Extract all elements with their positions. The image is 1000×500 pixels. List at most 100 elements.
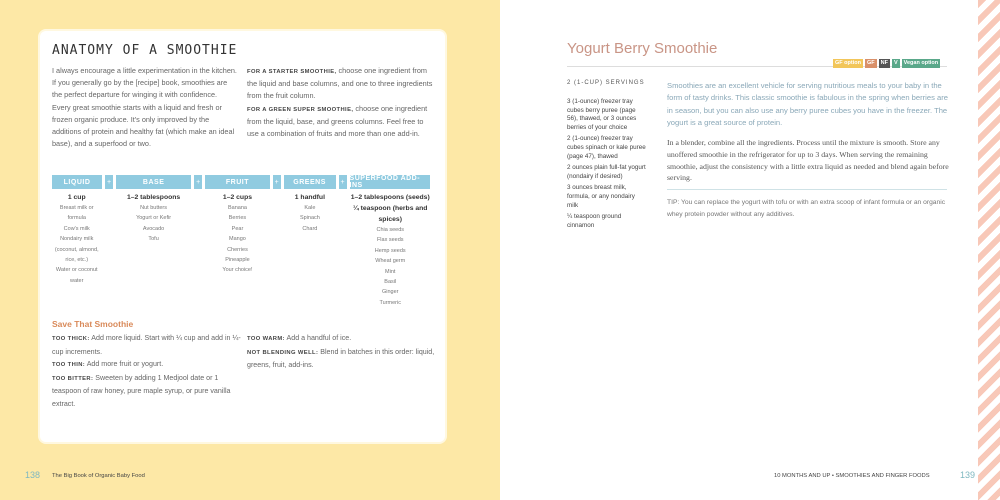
column-header: LIQUID	[52, 175, 103, 189]
table-column: 1–2 tablespoons Nut butters Yogurt or Kefi…	[104, 192, 190, 308]
title-divider	[567, 66, 947, 67]
starter-instructions: FOR A STARTER SMOOTHIE, choose one ingre…	[247, 65, 435, 140]
save-section: Save That Smoothie TOO THICK: Add more l…	[52, 319, 434, 408]
tip-text: Add more fruit or yogurt.	[85, 360, 164, 369]
table-cell: Mint	[385, 268, 396, 275]
starter-text: choose one ingredient from the liquid an…	[247, 66, 433, 101]
ingredients-list: 3 (1-ounce) freezer tray cubes berry pur…	[567, 98, 647, 233]
table-cell: Banana	[227, 205, 247, 211]
table-cell: Basil	[384, 279, 397, 286]
smoothie-table: LIQUID + BASE + FRUIT + GREENS + SUPERFOOD ADD-I…	[52, 175, 430, 308]
column-header: GREENS	[283, 175, 336, 189]
right-page: Yogurt Berry Smoothie GF option GF NF V Vega…	[500, 0, 1000, 500]
table-header: LIQUID + BASE + FRUIT + GREENS + SUPERFOOD ADD-I…	[52, 175, 430, 189]
ingredient: ¼ teaspoon ground cinnamon	[567, 213, 622, 229]
table-cell: Chia seeds	[376, 227, 405, 233]
column-header: FRUIT	[205, 175, 270, 189]
column-amount-2: ¼ teaspoon (herbs and spices)	[353, 205, 428, 223]
table-cell: Cow's milk	[63, 225, 90, 232]
recipe-title: Yogurt Berry Smoothie	[567, 40, 718, 57]
table-cell: Kale	[304, 205, 316, 211]
ingredient: 3 ounces breast milk, formula, or any no…	[567, 184, 635, 209]
column-header: SUPERFOOD ADD-INS	[349, 175, 430, 189]
page-number-right: 139	[960, 470, 976, 480]
intro-text: I always encourage a little experimentat…	[52, 66, 237, 149]
table-cell: Pear	[231, 225, 244, 232]
save-tips-left: TOO THICK: Add more liquid. Start with ¼…	[52, 332, 242, 411]
table-cell: Cherries	[227, 246, 248, 253]
save-tip: TOO WARM: Add a handful of ice.	[247, 332, 437, 346]
ingredient: 3 (1-ounce) freezer tray cubes berry pur…	[567, 98, 637, 131]
decorative-stripe	[978, 0, 1000, 500]
table-column: 1 cup Breast milk or formula Cow's milk Non…	[52, 192, 101, 308]
tip-label: TOO THIN:	[52, 362, 86, 369]
tip-label: TOO WARM:	[247, 336, 285, 342]
tip-label: TOO THICK:	[52, 336, 90, 342]
table-cell: Pineapple	[225, 257, 250, 264]
save-tip: NOT BLENDING WELL: Blend in batches in t…	[247, 346, 437, 372]
recipe-intro: Smoothies are an excellent vehicle for s…	[667, 81, 948, 127]
table-cell: Chard	[302, 225, 318, 232]
table-cell: Spinach	[299, 215, 320, 222]
ingredient: 2 ounces plain full-fat yogurt (nondairy…	[567, 164, 646, 180]
table-cell: Hemp seeds	[374, 247, 406, 254]
servings: 2 (1-CUP) SERVINGS	[567, 80, 645, 86]
running-head-right: 10 MONTHS AND UP • SMOOTHIES AND FINGER …	[774, 473, 930, 479]
table-cell: Your choice!	[222, 267, 253, 274]
tip-text: Add a handful of ice.	[284, 334, 352, 342]
column-amount: 1–2 cups	[222, 194, 253, 201]
table-cell: Berries	[228, 215, 247, 222]
ingredient: 2 (1-ounce) freezer tray cubes spinach o…	[567, 135, 646, 160]
tip-label: TOO BITTER:	[52, 375, 94, 382]
starter-label: FOR A STARTER SMOOTHIE,	[247, 69, 337, 75]
table-cell: Nondairy milk (coconut, almond, rice, et…	[54, 236, 99, 264]
plus-separator: +	[105, 175, 114, 189]
tip-text: Sweeten by adding 1 Medjool date or 1 te…	[52, 373, 231, 408]
column-amount: 1 handful	[294, 194, 325, 201]
table-cell: Yogurt or Kefir	[136, 215, 172, 222]
table-cell: Breast milk or formula	[59, 205, 94, 222]
recipe-method: In a blender, combine all the ingredient…	[667, 138, 949, 183]
save-tip: TOO THIN: Add more fruit or yogurt.	[52, 358, 242, 372]
green-text: choose one ingredient from the liquid, b…	[247, 103, 428, 139]
table-column: 1 handful Kale Spinach Chard	[272, 192, 335, 308]
table-cell: Avocado	[142, 225, 165, 232]
save-title: Save That Smoothie	[52, 319, 134, 329]
table-cell: Wheat germ	[375, 258, 406, 265]
green-label: FOR A GREEN SUPER SMOOTHIE,	[247, 106, 354, 113]
table-cell: Mango	[229, 236, 246, 243]
diet-badges: GF option GF NF V Vegan option	[833, 59, 941, 68]
table-cell: Turmeric	[379, 299, 402, 306]
diet-badge: GF option	[833, 59, 863, 68]
save-tip: TOO THICK: Add more liquid. Start with ¼…	[52, 332, 242, 358]
tip-text: Add more liquid. Start with ¼ cup and ad…	[52, 334, 241, 356]
diet-badge: Vegan option	[901, 59, 941, 68]
plus-separator: +	[194, 175, 203, 189]
tip-divider	[667, 189, 947, 190]
running-head-left: The Big Book of Organic Baby Food	[52, 473, 145, 479]
plus-separator: +	[338, 175, 347, 189]
recipe-tip: TIP: You can replace the yogurt with tof…	[667, 199, 946, 218]
table-cell: Water or coconut water	[55, 267, 98, 284]
plus-separator: +	[272, 175, 281, 189]
section-heading: ANATOMY OF A SMOOTHIE	[52, 43, 238, 58]
left-page: ANATOMY OF A SMOOTHIE I always encourage…	[0, 0, 500, 500]
tip-label: NOT BLENDING WELL:	[247, 349, 319, 356]
page-number-left: 138	[25, 470, 41, 480]
table-cell: Tofu	[148, 236, 159, 243]
save-tip: TOO BITTER: Sweeten by adding 1 Medjool …	[52, 372, 242, 411]
table-body: 1 cup Breast milk or formula Cow's milk Non…	[52, 192, 430, 308]
diet-badge: GF	[864, 59, 877, 68]
anatomy-card: ANATOMY OF A SMOOTHIE I always encourage…	[40, 31, 445, 442]
table-cell: Flax seeds	[376, 237, 404, 244]
column-amount: 1–2 tablespoons	[126, 194, 181, 201]
table-column: 1–2 tablespoons (seeds) ¼ teaspoon (herbs…	[339, 192, 431, 308]
column-amount: 1 cup	[67, 194, 86, 201]
tip-text: Blend in batches in this order: liquid, …	[247, 347, 435, 370]
table-column: 1–2 cups Banana Berries Pear Mango Cherries Pi…	[194, 192, 270, 308]
diet-badge: V	[891, 59, 900, 68]
column-amount: 1–2 tablespoons (seeds)	[350, 194, 430, 201]
save-tips-right: TOO WARM: Add a handful of ice. NOT BLEND…	[247, 332, 437, 372]
table-cell: Nut butters	[140, 205, 168, 211]
column-header: BASE	[116, 175, 192, 189]
